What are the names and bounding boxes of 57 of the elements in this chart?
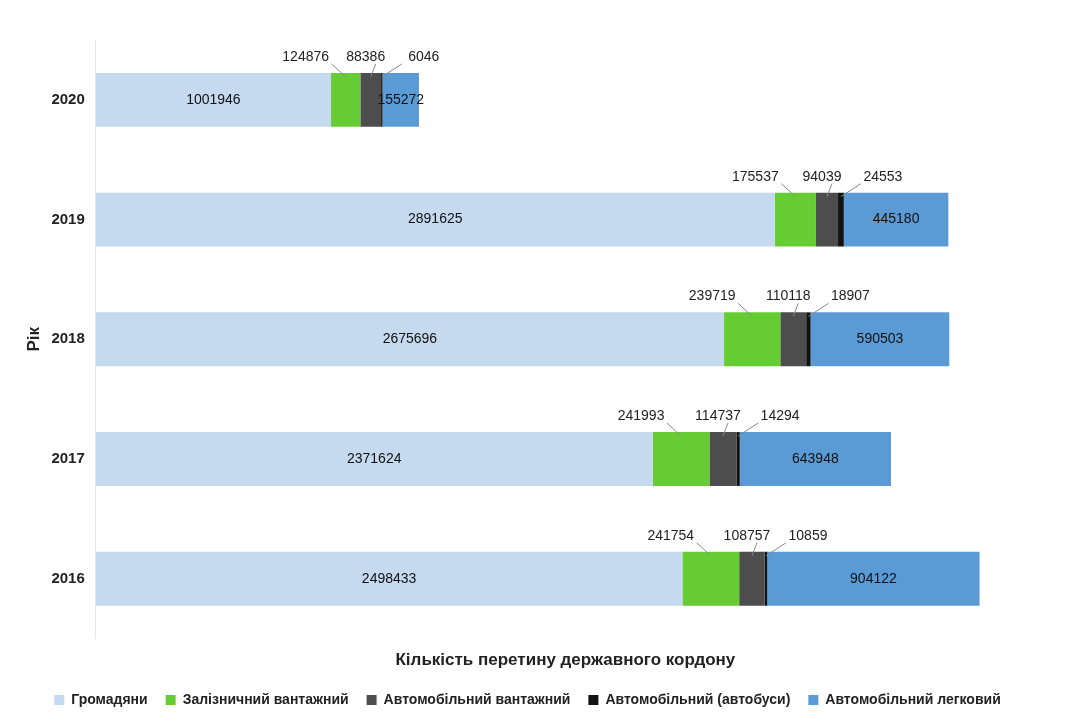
bar [331,72,361,127]
data-label: 643948 [792,449,839,466]
bar [774,192,816,247]
bar [652,432,710,486]
bar [739,551,765,606]
y-tick-label: 2020 [51,90,85,107]
data-label: 94039 [802,167,842,184]
legend-label: Громадяни [71,690,148,707]
y-axis-title: Рік [23,326,43,352]
legend-label: Залізничний вантажний [182,690,349,707]
data-label: 14294 [760,406,800,423]
data-label: 1001946 [186,90,241,107]
bar [815,192,839,247]
x-axis-title: Кількість перетину державного кордону [395,650,736,670]
data-label: 6046 [408,47,440,64]
bar [810,312,950,367]
data-label: 175537 [731,167,779,184]
y-tick-label: 2019 [51,209,85,227]
data-label: 239719 [688,287,736,304]
bar [780,312,807,367]
data-label: 108757 [723,526,771,543]
y-tick-label: 2016 [51,568,85,586]
bar [95,432,653,486]
bar [95,312,725,367]
data-label: 2371624 [346,449,402,466]
data-label: 88386 [346,47,386,64]
data-label: 124876 [282,47,330,64]
bar [767,551,980,606]
data-label: 2498433 [361,569,417,586]
bar [95,551,683,606]
data-label: 18907 [830,287,871,304]
bar [838,192,844,247]
y-tick-label: 2017 [51,449,85,467]
data-label: 114737 [695,406,741,423]
legend-label: Автомобільний вантажний [383,690,571,707]
data-label: 445180 [872,210,920,227]
data-label: 241754 [647,526,695,543]
bar [806,312,811,367]
data-label: 590503 [856,330,904,347]
bar [736,432,740,486]
bar [709,432,737,486]
data-label: 241993 [617,406,665,423]
bar [739,432,891,486]
bar [95,72,332,127]
data-label: 24553 [863,167,903,184]
bar [95,192,775,247]
bar [724,312,781,367]
data-label: 2675696 [382,330,438,347]
data-label: 110118 [765,287,811,304]
legend-label: Автомобільний (автобуси) [605,690,791,707]
data-label: 10859 [788,526,828,543]
data-label: 904122 [850,569,897,586]
bar [682,551,740,606]
bar [843,192,949,247]
y-tick-label: 2018 [51,329,85,347]
legend-label: Автомобільний легковий [825,690,1001,707]
data-label: 2891625 [408,210,463,227]
